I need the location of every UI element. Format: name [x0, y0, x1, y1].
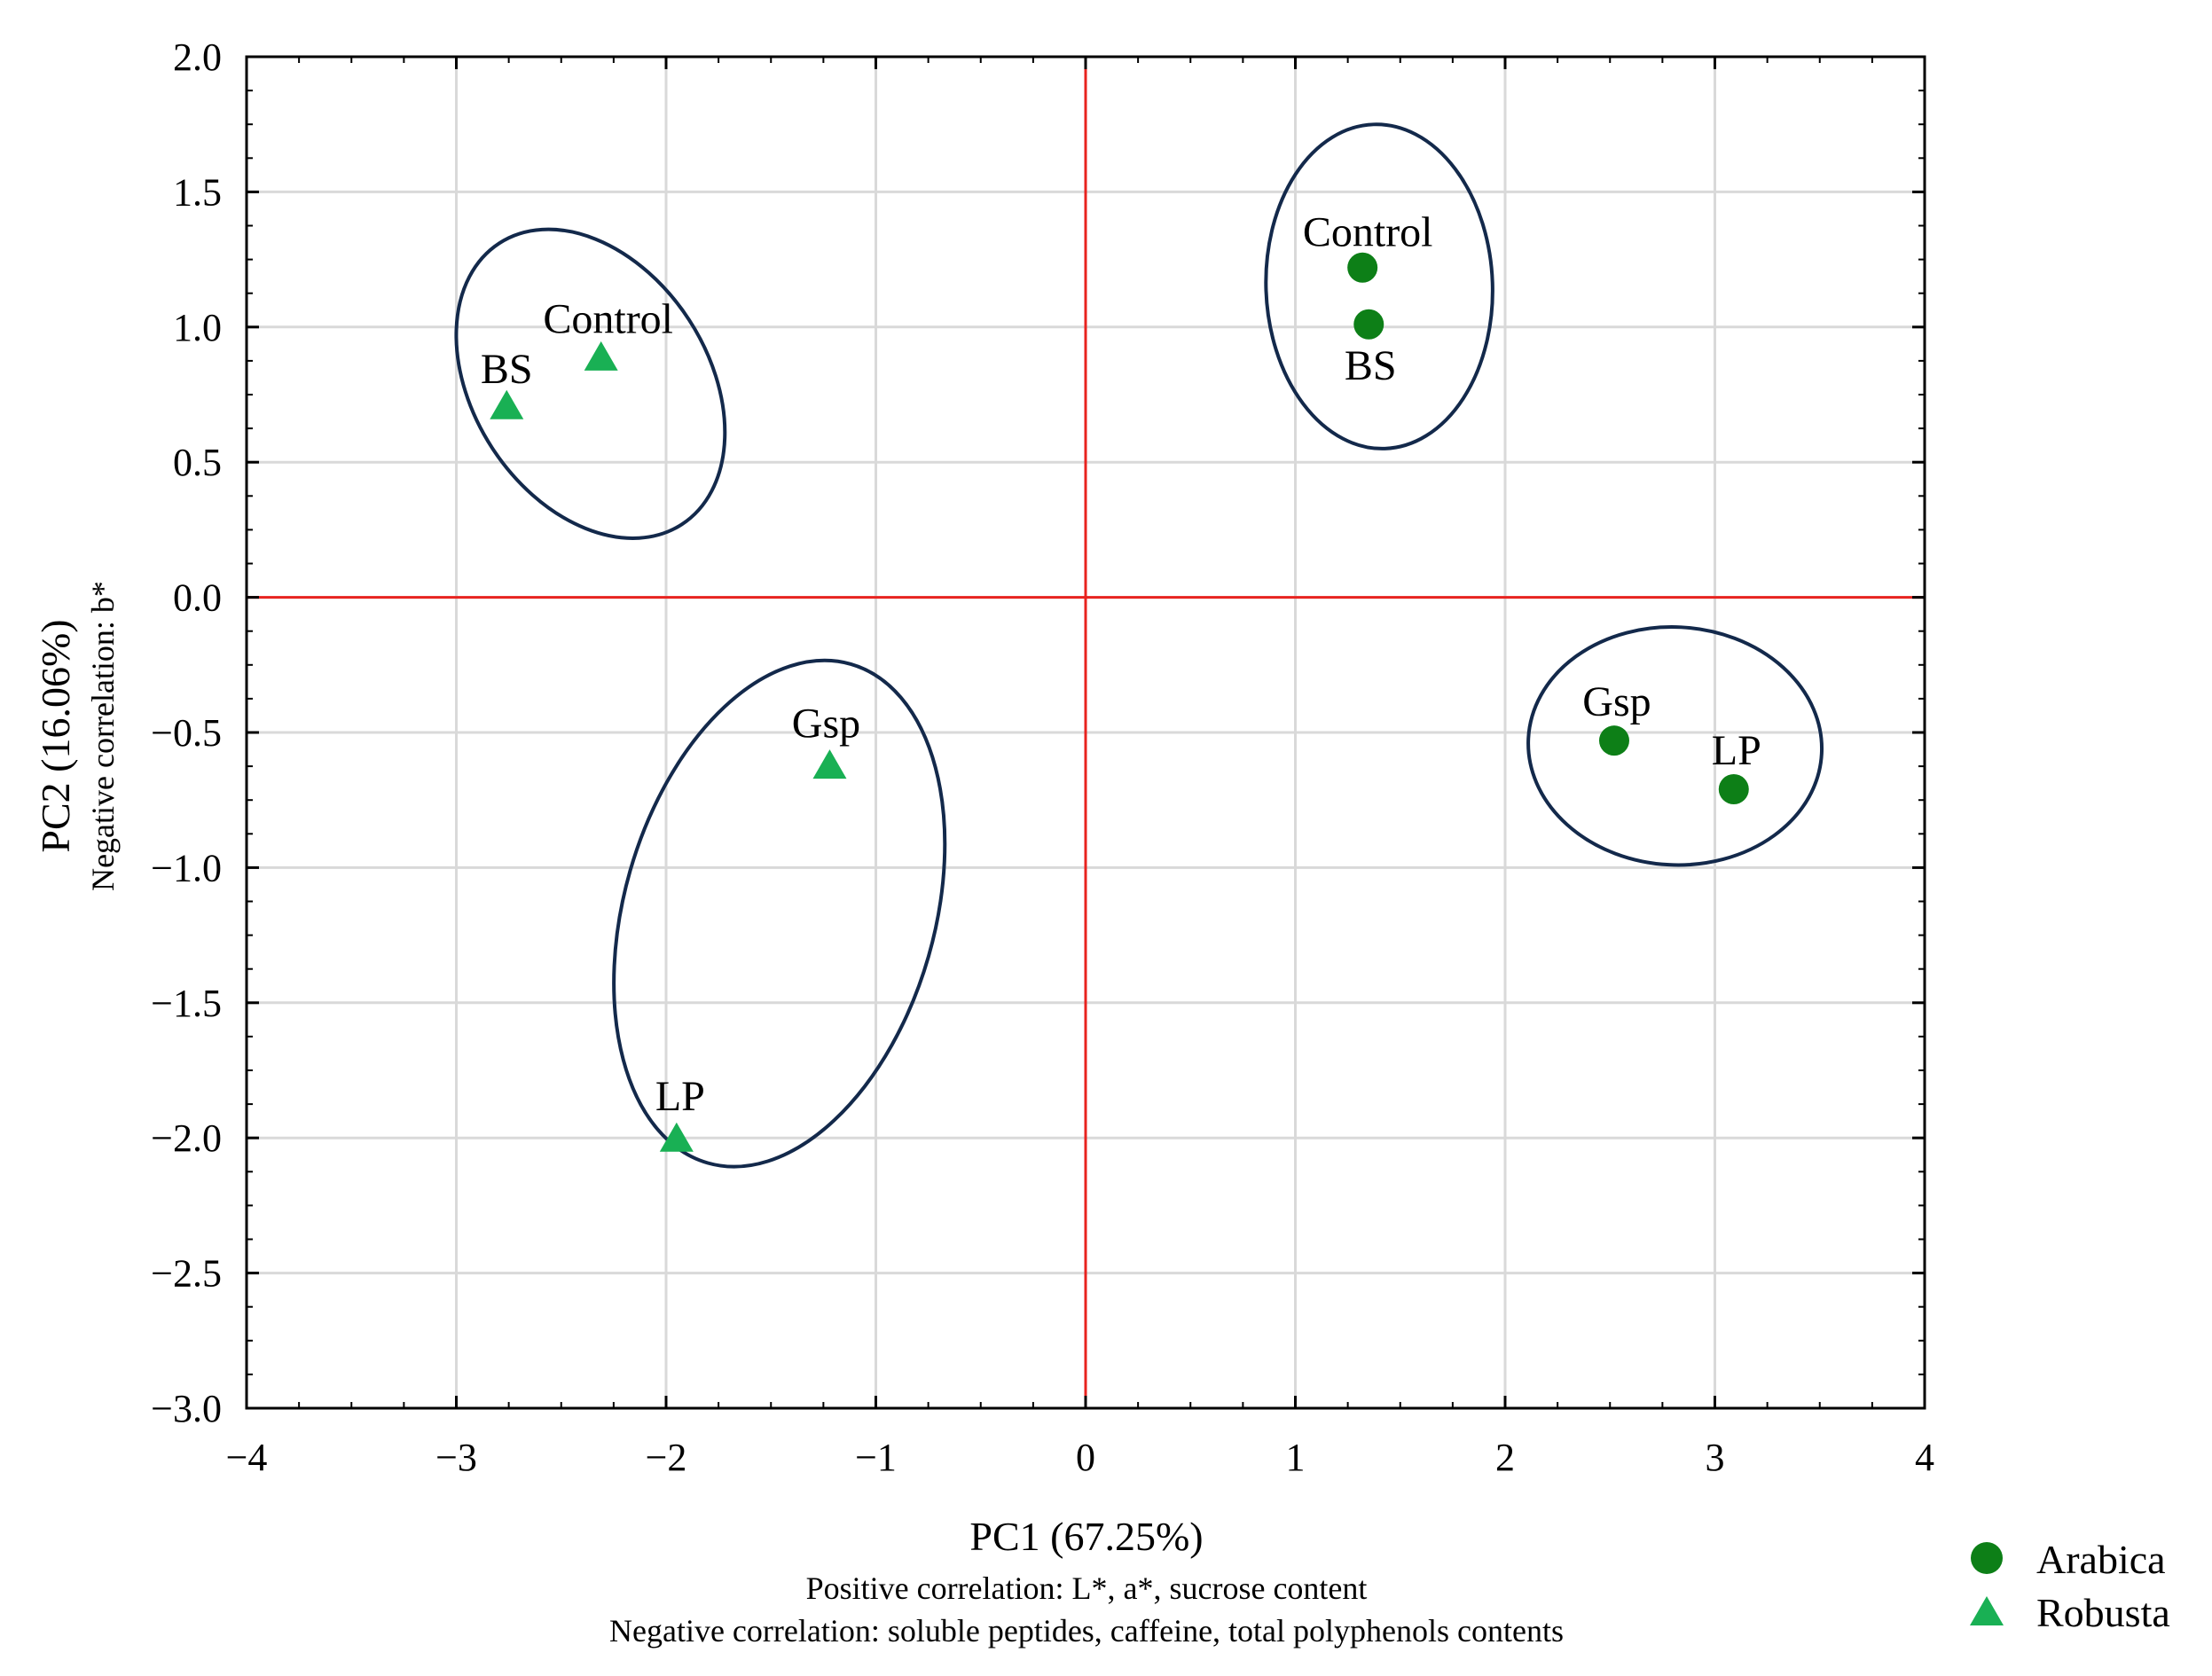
legend-robusta-label: Robusta — [2036, 1590, 2170, 1635]
legend-arabica-label: Arabica — [2036, 1537, 2166, 1582]
robusta-point-lp — [659, 1122, 694, 1152]
arabica-point-gsp — [1598, 725, 1629, 756]
group-ellipse — [1526, 625, 1824, 867]
y-tick-label: 0.5 — [173, 441, 222, 484]
x-tick-label: 4 — [1915, 1436, 1934, 1479]
group-ellipses — [454, 122, 1824, 1169]
group-ellipse — [1264, 122, 1494, 450]
y-tick-label: −1.5 — [151, 982, 222, 1025]
legend-arabica-marker — [1971, 1542, 2003, 1574]
group-ellipse — [454, 227, 727, 540]
axis-ticks: −4 −3 −2 −1 0 1 2 3 4 2.0 1.5 1.0 0.5 0.0 −0.5 −1.0 −1.5… — [151, 35, 1934, 1479]
arabica-point-lp — [1718, 774, 1749, 805]
y-axis-subtitle: Negative correlation: b* — [85, 581, 121, 891]
arabica-label-control: Control — [1303, 209, 1433, 256]
x-tick-label: 0 — [1076, 1436, 1095, 1479]
x-tick-label: 1 — [1286, 1436, 1306, 1479]
x-tick-label: 2 — [1495, 1436, 1515, 1479]
robusta-label-lp: LP — [655, 1073, 705, 1120]
y-tick-label: −0.5 — [151, 711, 222, 755]
arabica-point-control — [1347, 252, 1378, 283]
x-axis-title: PC1 (67.25%) — [969, 1514, 1203, 1559]
arabica-label-gsp: Gsp — [1582, 678, 1651, 725]
data-points — [490, 252, 1749, 1152]
legend-robusta-marker — [1970, 1596, 2004, 1625]
x-tick-label: −1 — [855, 1436, 897, 1479]
y-axis-title: PC2 (16.06%) — [33, 619, 78, 852]
y-tick-label: 1.0 — [173, 306, 222, 349]
y-tick-label: −3.0 — [151, 1387, 222, 1430]
y-tick-label: −2.5 — [151, 1252, 222, 1296]
y-tick-label: 2.0 — [173, 35, 222, 79]
y-tick-label: −2.0 — [151, 1116, 222, 1160]
robusta-label-bs: BS — [481, 346, 533, 393]
group-ellipse — [612, 658, 947, 1169]
robusta-point-gsp — [812, 749, 847, 779]
y-tick-label: −1.0 — [151, 846, 222, 889]
legend: Arabica Robusta — [1970, 1537, 2170, 1635]
x-tick-label: −4 — [226, 1436, 268, 1479]
x-tick-label: −2 — [646, 1436, 687, 1479]
reference-lines — [247, 57, 1925, 1408]
x-tick-label: 3 — [1706, 1436, 1725, 1479]
arabica-label-bs: BS — [1345, 342, 1397, 389]
x-axis-subtitle-positive: Positive correlation: L*, a*, sucrose co… — [806, 1570, 1368, 1606]
arabica-point-bs — [1353, 309, 1384, 340]
robusta-label-control: Control — [543, 295, 673, 342]
y-tick-label: 0.0 — [173, 576, 222, 620]
x-tick-label: −3 — [435, 1436, 477, 1479]
robusta-point-control — [584, 341, 618, 371]
x-axis-subtitle-negative: Negative correlation: soluble peptides, … — [609, 1613, 1564, 1649]
arabica-label-lp: LP — [1712, 727, 1761, 774]
y-tick-label: 1.5 — [173, 170, 222, 214]
robusta-point-bs — [490, 389, 524, 419]
robusta-label-gsp: Gsp — [792, 701, 860, 748]
